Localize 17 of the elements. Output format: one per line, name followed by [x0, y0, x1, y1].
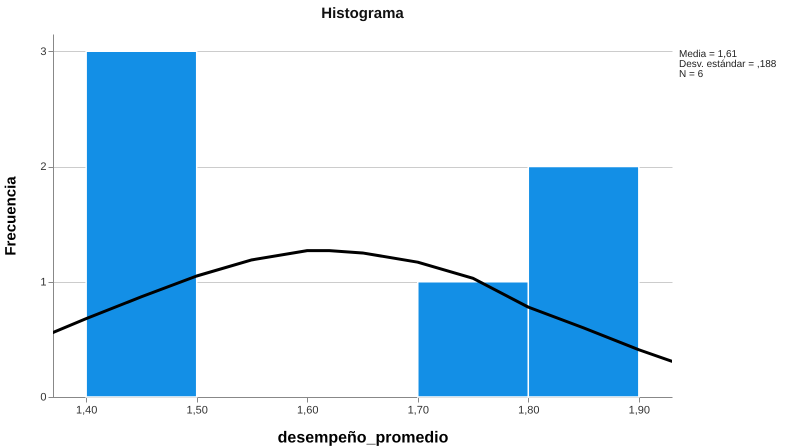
y-axis-title: Frecuencia	[2, 176, 20, 256]
text: N = 6	[679, 69, 704, 80]
chart-title: Histograma	[321, 5, 404, 22]
x-tick-label: 1,60	[297, 404, 318, 416]
x-tick-label: 1,40	[76, 404, 98, 416]
x-tick-label: 1,50	[186, 404, 208, 416]
y-tick-label: 2	[40, 161, 46, 174]
y-tick-label: 3	[40, 46, 46, 58]
y-tick-label: 0	[40, 392, 46, 404]
y-tick-label: 1	[40, 276, 46, 288]
x-tick-label: 1,70	[408, 404, 429, 416]
x-tick-label: 1,80	[518, 404, 540, 416]
line-series	[53, 249, 672, 363]
x-tick-label: 1,90	[628, 404, 650, 416]
text: Media = 1,61	[679, 49, 738, 60]
x-axis-title: desempeño_promedio	[278, 430, 449, 446]
text: Desv. estándar = ,188	[679, 59, 776, 70]
